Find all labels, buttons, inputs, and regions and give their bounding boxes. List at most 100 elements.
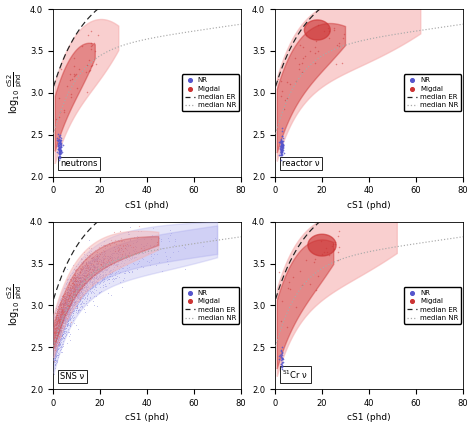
Point: [58, 299, 65, 306]
Point: [59, 306, 66, 313]
Point: [332, 239, 339, 246]
Point: [75, 288, 83, 295]
Point: [277, 150, 285, 157]
Point: [65, 295, 73, 302]
Point: [64, 303, 72, 309]
Point: [72, 268, 79, 275]
Point: [65, 307, 73, 314]
Point: [78, 285, 86, 292]
Point: [62, 296, 70, 303]
Point: [101, 274, 109, 281]
Point: [62, 331, 70, 338]
Point: [64, 292, 71, 299]
Point: [59, 334, 67, 341]
Point: [87, 273, 95, 279]
Point: [77, 288, 85, 294]
Point: [57, 324, 65, 331]
Point: [172, 238, 179, 244]
Point: [108, 269, 115, 276]
Polygon shape: [54, 231, 159, 358]
Point: [82, 283, 90, 290]
Point: [61, 304, 68, 311]
Point: [60, 310, 67, 317]
Point: [84, 259, 92, 266]
Point: [135, 222, 142, 229]
Point: [57, 300, 65, 306]
Point: [58, 318, 66, 324]
Point: [57, 307, 65, 314]
Point: [277, 145, 284, 152]
Point: [64, 303, 72, 310]
Point: [74, 288, 82, 295]
Point: [137, 245, 145, 252]
Point: [58, 314, 65, 321]
Point: [53, 333, 60, 340]
Point: [60, 292, 68, 299]
Point: [58, 310, 65, 317]
Point: [75, 262, 83, 269]
Point: [73, 265, 81, 272]
Point: [52, 334, 60, 341]
Point: [89, 280, 96, 287]
Point: [55, 327, 63, 334]
Point: [60, 306, 68, 312]
Point: [71, 283, 78, 290]
Point: [53, 324, 60, 331]
Point: [101, 241, 109, 248]
Point: [57, 305, 64, 312]
Point: [99, 260, 106, 267]
Point: [76, 283, 83, 290]
Point: [278, 143, 285, 150]
Point: [57, 325, 65, 332]
Point: [91, 267, 99, 273]
Point: [126, 241, 134, 248]
Point: [51, 333, 58, 340]
Point: [60, 297, 68, 304]
Point: [66, 291, 74, 298]
Point: [111, 275, 118, 282]
Point: [54, 340, 62, 347]
Point: [65, 278, 73, 285]
Point: [101, 266, 109, 273]
Point: [55, 157, 63, 164]
Point: [105, 272, 112, 279]
Point: [74, 287, 82, 294]
Point: [52, 317, 59, 324]
Point: [95, 271, 103, 278]
Point: [62, 298, 69, 305]
Point: [51, 325, 59, 332]
Point: [51, 351, 58, 357]
Point: [64, 302, 71, 309]
Point: [90, 280, 97, 287]
Point: [63, 320, 71, 327]
Point: [59, 316, 67, 323]
Point: [52, 321, 59, 327]
Point: [93, 256, 100, 263]
Point: [65, 298, 73, 305]
Point: [115, 268, 122, 274]
Point: [73, 286, 81, 293]
Point: [78, 302, 85, 309]
Point: [72, 305, 80, 312]
Point: [73, 293, 81, 300]
Point: [61, 322, 69, 329]
Point: [82, 265, 90, 271]
Point: [126, 256, 133, 263]
Point: [87, 279, 95, 285]
Point: [78, 297, 86, 304]
Point: [52, 324, 59, 331]
Point: [92, 273, 100, 279]
Point: [57, 316, 64, 323]
Point: [60, 295, 67, 302]
Point: [54, 323, 62, 330]
Point: [98, 272, 105, 279]
Point: [53, 330, 60, 336]
Point: [73, 277, 81, 284]
Point: [65, 292, 73, 299]
Point: [73, 302, 81, 309]
Point: [51, 347, 59, 354]
Point: [62, 318, 70, 325]
Point: [89, 257, 96, 264]
Point: [82, 282, 89, 288]
Point: [66, 285, 74, 292]
